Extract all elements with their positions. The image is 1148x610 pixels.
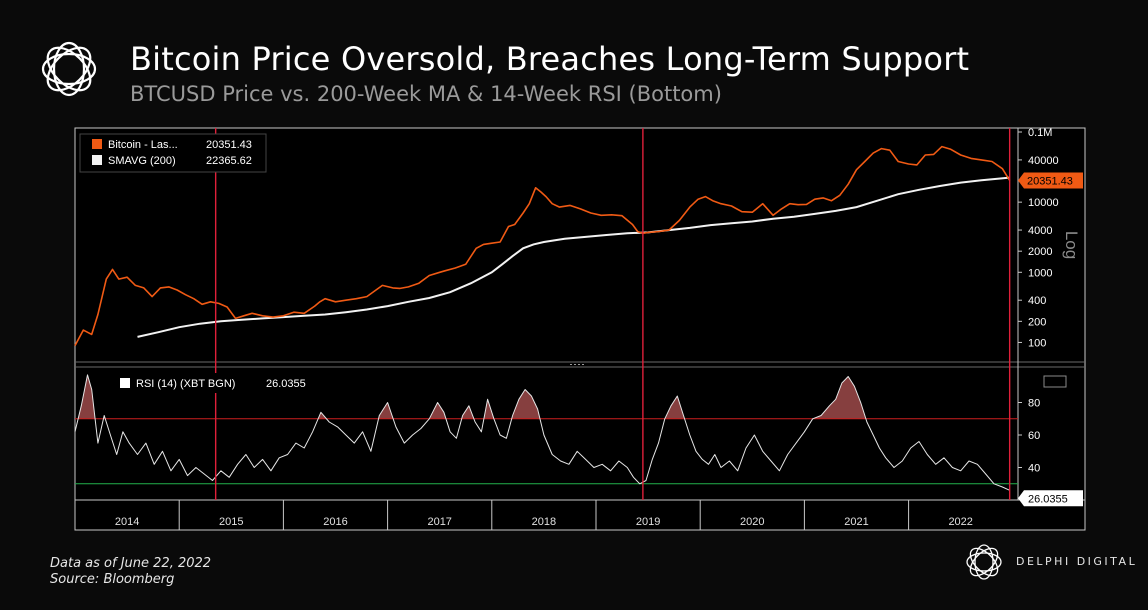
price-y-tick-label-10000: 10000	[1028, 197, 1059, 209]
delphi-logo-icon	[41, 41, 97, 97]
price-y-tick-label-0.1M: 0.1M	[1028, 127, 1052, 139]
price-y-tick-label-40000: 40000	[1028, 155, 1059, 167]
legend-label-bitcoin: Bitcoin - Las...	[108, 139, 178, 151]
footnote-date: Data as of June 22, 2022	[50, 556, 212, 571]
bitcoin-price-line	[74, 145, 1011, 346]
x-tick-label-2018: 2018	[532, 516, 556, 528]
x-tick-label-2016: 2016	[323, 516, 347, 528]
rsi-line	[74, 374, 1010, 491]
chart-title: Bitcoin Price Oversold, Breaches Long-Te…	[130, 40, 970, 78]
price-y-tick-label-200: 200	[1028, 316, 1046, 328]
chart-frame	[74, 127, 1086, 531]
price-y-tick-label-2000: 2000	[1028, 246, 1052, 258]
legend-value-rsi: 26.0355	[266, 378, 306, 390]
x-tick-label-2014: 2014	[115, 516, 139, 528]
brand-name: DELPHI DIGITAL	[1016, 555, 1138, 568]
last-price-badge	[1018, 172, 1083, 189]
legend-swatch-bitcoin	[92, 139, 102, 149]
price-y-tick-label-400: 400	[1028, 295, 1046, 307]
price-y-tick-label-4000: 4000	[1028, 225, 1052, 237]
x-tick-label-2022: 2022	[948, 516, 972, 528]
log-axis-label: Log	[1062, 231, 1081, 259]
legend-value-bitcoin: 20351.43	[206, 139, 252, 151]
x-tick-label-2021: 2021	[844, 516, 868, 528]
price-legend-box	[79, 133, 267, 173]
legend-swatch-sma	[92, 155, 102, 165]
x-tick-label-2015: 2015	[219, 516, 243, 528]
legend-label-sma: SMAVG (200)	[108, 155, 176, 167]
footnote-source: Source: Bloomberg	[50, 572, 175, 587]
last-rsi-value: 26.0355	[1028, 493, 1068, 505]
last-price-value: 20351.43	[1027, 175, 1073, 187]
sma-200-line	[137, 176, 1010, 338]
price-y-tick-label-100: 100	[1028, 337, 1046, 349]
last-rsi-badge	[1018, 490, 1083, 507]
rsi-y-tick-label-40: 40	[1028, 463, 1040, 475]
x-tick-label-2017: 2017	[427, 516, 451, 528]
legend-label-rsi: RSI (14) (XBT BGN)	[136, 378, 235, 390]
legend-swatch-rsi	[120, 378, 130, 388]
x-tick-label-2019: 2019	[636, 516, 660, 528]
brand-logo-icon	[966, 544, 1002, 580]
rsi-y-tick-label-60: 60	[1028, 430, 1040, 442]
price-y-tick-label-1000: 1000	[1028, 267, 1052, 279]
panel-menu-icon	[1043, 375, 1067, 388]
rsi-y-tick-label-80: 80	[1028, 398, 1040, 410]
legend-value-sma: 22365.62	[206, 155, 252, 167]
rsi-legend-box	[114, 373, 322, 393]
chart-subtitle: BTCUSD Price vs. 200-Week MA & 14-Week R…	[130, 82, 722, 106]
x-tick-label-2020: 2020	[740, 516, 764, 528]
